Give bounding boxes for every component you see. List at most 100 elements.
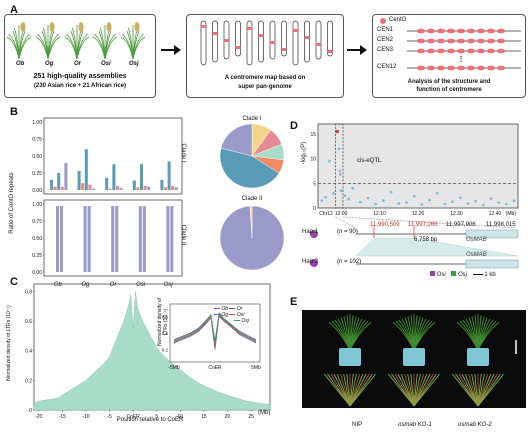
cento-repeat xyxy=(487,48,495,54)
clade-i-bar xyxy=(136,187,140,190)
cento-repeat xyxy=(427,38,435,44)
snp-point xyxy=(489,197,493,200)
manhattan-xtick: 12.20 xyxy=(412,211,425,217)
clade-ii-bar xyxy=(138,206,142,272)
plant-panicle xyxy=(49,22,55,32)
snp-point xyxy=(443,202,447,206)
clade-i-ytick: 0.25 xyxy=(32,171,42,177)
manhattan-xtick: 12.00 xyxy=(335,211,348,217)
cento-repeat xyxy=(457,38,465,44)
snp-point xyxy=(505,202,508,206)
eqtl-highlight-box xyxy=(334,123,344,209)
hap1-label: Hap.1 xyxy=(302,229,319,235)
chromosome-bar xyxy=(258,20,264,63)
cento-repeat xyxy=(447,48,455,54)
assemblies-title: 251 high-quality assemblies xyxy=(33,73,127,80)
cento-repeat xyxy=(477,28,485,34)
cento-repeat xyxy=(417,65,425,71)
panel-b-xlabel: Osj xyxy=(164,282,174,288)
tiller xyxy=(413,373,428,407)
species-label-osi: Osi xyxy=(101,61,111,67)
clade-i-bar xyxy=(116,185,119,190)
species-label-og: Og xyxy=(45,61,54,67)
inset-ytick: 0.6 xyxy=(162,314,169,319)
clade-ii-bar xyxy=(142,206,146,272)
inset-ytick: 0.2 xyxy=(162,348,169,353)
snp-point xyxy=(347,197,351,201)
tiller xyxy=(400,373,415,407)
tiller xyxy=(349,373,367,407)
hap1-gene-box xyxy=(465,229,519,239)
clade-i-ytick: 1.00 xyxy=(32,120,42,126)
species-label-or: Or xyxy=(74,61,82,67)
species-label-osj: Osj xyxy=(129,61,139,67)
lead-snp-point xyxy=(335,129,340,134)
tiller xyxy=(477,373,485,407)
species-label-ob: Ob xyxy=(16,61,25,67)
inset-legend-osi: Osi xyxy=(236,312,245,318)
manhattan-frame xyxy=(317,123,519,209)
tiller xyxy=(333,373,351,407)
inset-frame xyxy=(169,303,261,363)
snp-point xyxy=(338,169,342,173)
inset-legend: Ob Or Og Osi Osj xyxy=(214,306,249,324)
panel-a-label: A xyxy=(10,4,18,16)
cento-repeat xyxy=(497,28,505,34)
tiller xyxy=(346,373,351,407)
cento-repeat xyxy=(427,65,435,71)
tiller xyxy=(471,373,479,407)
centromere-mark xyxy=(281,48,287,51)
cen1-label: CEN1 xyxy=(377,27,394,33)
chromosome-bar xyxy=(235,20,241,57)
inset-xtick: -5Mb xyxy=(168,365,180,371)
centromere-mark xyxy=(270,41,275,44)
inset-lines xyxy=(173,312,257,350)
manhattan-xtick: 12.30 xyxy=(450,211,463,217)
snp-point xyxy=(435,191,439,195)
snp-point xyxy=(412,194,416,198)
snp-point xyxy=(428,198,431,202)
cento-repeat xyxy=(437,48,445,54)
clade-ii-bar xyxy=(115,206,119,272)
cento-repeat xyxy=(417,38,425,44)
manhattan-ytick: 5 xyxy=(313,181,316,187)
panel-b-xlabel: Ob xyxy=(54,282,63,288)
chromosome-bar xyxy=(315,20,322,60)
ellipsis-mark: ⋮ xyxy=(458,55,465,63)
panel-b-xlabel: Osi xyxy=(136,282,146,288)
clade-i-pie-title: Clade I xyxy=(242,116,262,122)
clade-ii-bar xyxy=(83,206,87,272)
snp-point xyxy=(459,196,462,199)
panel-c-ytick: 0.6 xyxy=(25,319,32,325)
clade-i-bar xyxy=(81,183,85,190)
chromosome-bar xyxy=(281,20,287,57)
hap2-count: (n = 102) xyxy=(337,259,362,265)
plant-leaf xyxy=(18,36,32,60)
snp-point xyxy=(351,186,354,190)
intergenic-length: 6,758 bp xyxy=(414,237,438,243)
tiller xyxy=(410,373,415,407)
panel-c-ytick: 0 xyxy=(29,408,32,414)
arrow-right-icon xyxy=(347,45,367,55)
rice-plant-icons xyxy=(6,22,146,60)
legend-swatch-or xyxy=(229,308,236,310)
clade-i-bar xyxy=(57,173,61,190)
cento-repeat xyxy=(437,38,445,44)
chromosome-bar xyxy=(327,20,333,57)
snp-point xyxy=(451,200,454,203)
snp-point xyxy=(389,190,393,194)
chromosome-bar xyxy=(304,20,310,63)
cento-repeat xyxy=(467,48,475,54)
manhattan-ytick: 15 xyxy=(310,132,316,138)
clade-i-side-label: Clade I xyxy=(180,143,186,163)
manhattan-xtick: 12.10 xyxy=(373,211,386,217)
chromosome-bar xyxy=(212,20,218,63)
centromere-mark xyxy=(201,25,206,28)
tiller xyxy=(477,373,482,407)
panel-b-label: B xyxy=(10,106,18,118)
ltr-density-area xyxy=(33,291,271,411)
cento-repeat xyxy=(467,28,475,34)
plant-panicle xyxy=(106,22,112,32)
snp-point xyxy=(328,159,331,163)
tiller xyxy=(464,373,479,407)
